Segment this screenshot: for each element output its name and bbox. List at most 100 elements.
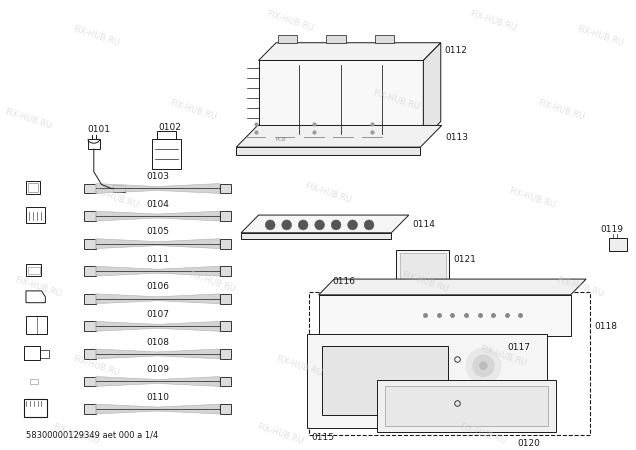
Circle shape	[473, 355, 494, 377]
Polygon shape	[319, 295, 570, 336]
Polygon shape	[96, 404, 220, 414]
Text: FIX-HUB.RU: FIX-HUB.RU	[168, 98, 218, 122]
Circle shape	[282, 220, 291, 230]
Bar	[307, 334, 548, 428]
Text: FIX-HUB.RU: FIX-HUB.RU	[13, 275, 62, 299]
Polygon shape	[96, 321, 220, 331]
Text: 0114: 0114	[413, 220, 436, 230]
Text: 0102: 0102	[158, 123, 181, 132]
Text: FIX-HUB.RU: FIX-HUB.RU	[575, 24, 625, 48]
Text: FIX-HUB.RU: FIX-HUB.RU	[469, 9, 518, 33]
Text: 0119: 0119	[601, 225, 624, 234]
Bar	[220, 184, 232, 194]
Bar	[28, 183, 38, 193]
Bar	[220, 238, 232, 248]
Bar	[609, 238, 627, 252]
Bar	[396, 250, 450, 287]
Polygon shape	[96, 184, 220, 194]
Bar	[220, 211, 232, 221]
Polygon shape	[319, 279, 586, 295]
Polygon shape	[96, 349, 220, 359]
Text: 0101: 0101	[87, 125, 110, 134]
Bar	[30, 378, 38, 384]
Polygon shape	[237, 126, 442, 147]
Text: FIX-HUB.RU: FIX-HUB.RU	[556, 275, 605, 299]
Text: PCB: PCB	[275, 137, 286, 142]
Text: FIX-HUB.RU: FIX-HUB.RU	[478, 344, 527, 368]
Text: 0103: 0103	[146, 172, 169, 181]
Text: FIX-HUB.RU: FIX-HUB.RU	[459, 423, 508, 446]
Text: 0106: 0106	[146, 283, 169, 292]
Polygon shape	[259, 43, 441, 60]
Bar	[24, 399, 47, 417]
Text: 0111: 0111	[146, 255, 169, 264]
Bar	[220, 349, 232, 359]
Circle shape	[265, 220, 275, 230]
Text: FIX-HUB.RU: FIX-HUB.RU	[71, 24, 120, 48]
Bar	[84, 404, 96, 414]
Text: FIX-HUB.RU: FIX-HUB.RU	[508, 186, 556, 210]
Bar	[84, 377, 96, 387]
Bar	[385, 387, 548, 426]
Text: 0115: 0115	[312, 433, 335, 442]
Text: FIX-HUB.RU: FIX-HUB.RU	[304, 182, 353, 205]
Bar	[326, 35, 346, 43]
Circle shape	[298, 220, 308, 230]
Bar	[220, 321, 232, 331]
Text: 0105: 0105	[146, 227, 169, 236]
Text: 0107: 0107	[146, 310, 169, 319]
Text: FIX-HUB.RU: FIX-HUB.RU	[52, 423, 101, 446]
Bar	[113, 184, 125, 193]
Bar	[400, 253, 446, 283]
Bar	[84, 266, 96, 276]
Bar	[24, 346, 39, 360]
Text: 58300000129349 aet 000 a 1/4: 58300000129349 aet 000 a 1/4	[26, 430, 158, 439]
Polygon shape	[96, 266, 220, 276]
Circle shape	[331, 220, 341, 230]
Text: 0104: 0104	[146, 200, 169, 209]
Polygon shape	[424, 43, 441, 139]
Bar	[322, 346, 448, 415]
Bar	[309, 292, 590, 435]
Polygon shape	[241, 233, 391, 238]
Bar	[84, 321, 96, 331]
Text: FIX-HUB.RU: FIX-HUB.RU	[371, 88, 421, 112]
Bar	[84, 238, 96, 248]
Bar	[84, 184, 96, 194]
Bar	[220, 266, 232, 276]
Bar	[157, 131, 176, 139]
Circle shape	[480, 362, 487, 369]
Text: 0118: 0118	[595, 322, 618, 331]
Bar	[220, 294, 232, 304]
Text: 0113: 0113	[446, 133, 469, 142]
Text: 0109: 0109	[146, 365, 169, 374]
Text: FIX-HUB.RU: FIX-HUB.RU	[401, 270, 450, 294]
Circle shape	[315, 220, 324, 230]
Text: FIX-HUB.RU: FIX-HUB.RU	[90, 186, 140, 210]
Text: 0110: 0110	[146, 393, 169, 402]
Bar	[377, 381, 556, 432]
Circle shape	[364, 220, 374, 230]
Text: FIX-HUB.RU: FIX-HUB.RU	[188, 270, 237, 294]
Polygon shape	[96, 238, 220, 248]
Text: FIX-HUB.RU: FIX-HUB.RU	[265, 9, 314, 33]
Polygon shape	[96, 377, 220, 387]
Text: FIX-HUB.RU: FIX-HUB.RU	[71, 354, 120, 378]
Bar	[88, 139, 100, 149]
Bar	[278, 35, 298, 43]
Text: FIX-HUB.RU: FIX-HUB.RU	[536, 98, 586, 122]
Bar	[152, 139, 181, 169]
Bar	[26, 316, 47, 334]
Text: 0117: 0117	[508, 343, 530, 352]
Bar	[28, 267, 39, 274]
Text: 0112: 0112	[445, 46, 467, 55]
Text: 0120: 0120	[517, 439, 540, 448]
Bar	[26, 180, 39, 194]
Bar	[84, 211, 96, 221]
Polygon shape	[96, 211, 220, 221]
Bar	[26, 207, 45, 223]
Bar	[84, 349, 96, 359]
Bar	[220, 404, 232, 414]
Text: 0116: 0116	[332, 277, 356, 286]
Circle shape	[348, 220, 357, 230]
